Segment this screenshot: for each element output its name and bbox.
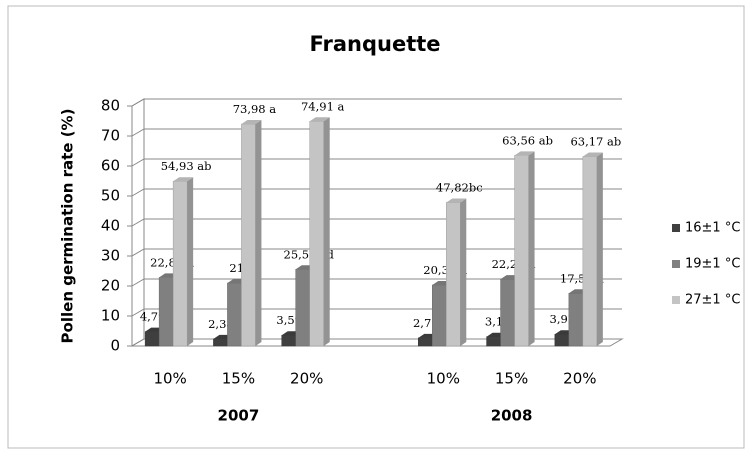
y-axis-label: Pollen germination rate (%): [59, 109, 77, 344]
bar: [241, 123, 256, 347]
x-tick-label: 10%: [427, 370, 460, 388]
bar-side: [460, 198, 467, 346]
value-label: 63,56 ab: [502, 133, 553, 147]
y-tick-label: 40: [101, 217, 120, 235]
bar-top: [446, 198, 467, 203]
x-tick-label: 10%: [153, 370, 186, 388]
x-tick-label: 15%: [222, 370, 255, 388]
bar: [432, 284, 447, 347]
y-tick-label: 50: [101, 187, 120, 205]
bar-side: [596, 152, 603, 346]
bar: [446, 202, 461, 347]
legend-label: 27±1 °C: [685, 293, 740, 308]
bar: [227, 282, 242, 347]
y-tick-label: 60: [101, 157, 120, 175]
grid-line: [131, 128, 622, 137]
legend-label: 19±1 °C: [685, 257, 740, 272]
bar-top: [514, 151, 535, 156]
bar: [213, 338, 228, 347]
bar: [568, 293, 584, 347]
bar: [281, 334, 296, 347]
bar: [514, 155, 529, 347]
chart-border: [7, 5, 745, 449]
bar: [295, 269, 310, 347]
y-tick-label: 20: [101, 277, 120, 295]
y-tick-label: 10: [101, 307, 120, 325]
legend-swatch: [672, 260, 680, 268]
bar-side: [528, 151, 535, 346]
grid-line: [131, 188, 622, 197]
group-label: 2007: [218, 407, 260, 425]
x-tick-label: 20%: [563, 370, 596, 388]
legend-swatch: [672, 224, 680, 232]
bar: [144, 331, 160, 347]
floor: [130, 338, 624, 347]
y-tick-label: 80: [101, 97, 120, 115]
y-tick-label: 30: [101, 247, 120, 265]
bar: [486, 336, 501, 347]
bar: [582, 156, 598, 347]
bar: [554, 333, 570, 347]
value-label: 47,82bc: [436, 181, 483, 195]
x-tick-label: 20%: [290, 370, 323, 388]
grid-line: [131, 158, 622, 167]
bar-top: [582, 152, 603, 157]
bar: [418, 337, 433, 347]
bar-top: [173, 177, 194, 182]
value-label: 73,98 a: [233, 102, 277, 116]
y-tick-label: 70: [101, 127, 120, 145]
bar-side: [323, 117, 330, 347]
grid-line: [131, 98, 622, 107]
bar: [172, 180, 188, 347]
legend-label: 16±1 °C: [685, 221, 740, 236]
value-label: 74,91 a: [301, 99, 345, 113]
bar: [309, 121, 324, 347]
bar-side: [255, 120, 262, 346]
bar-top: [241, 120, 262, 125]
value-label: 54,93 ab: [161, 159, 212, 173]
value-label: 63,17 ab: [570, 134, 621, 148]
legend-swatch: [672, 296, 680, 304]
bar: [158, 277, 174, 347]
x-tick-label: 15%: [495, 370, 528, 388]
bar-side: [187, 177, 194, 346]
group-label: 2008: [491, 407, 533, 425]
bar-top: [309, 117, 330, 122]
y-tick-label: 0: [110, 337, 120, 355]
bar: [500, 278, 515, 347]
chart-title: Franquette: [309, 32, 440, 56]
